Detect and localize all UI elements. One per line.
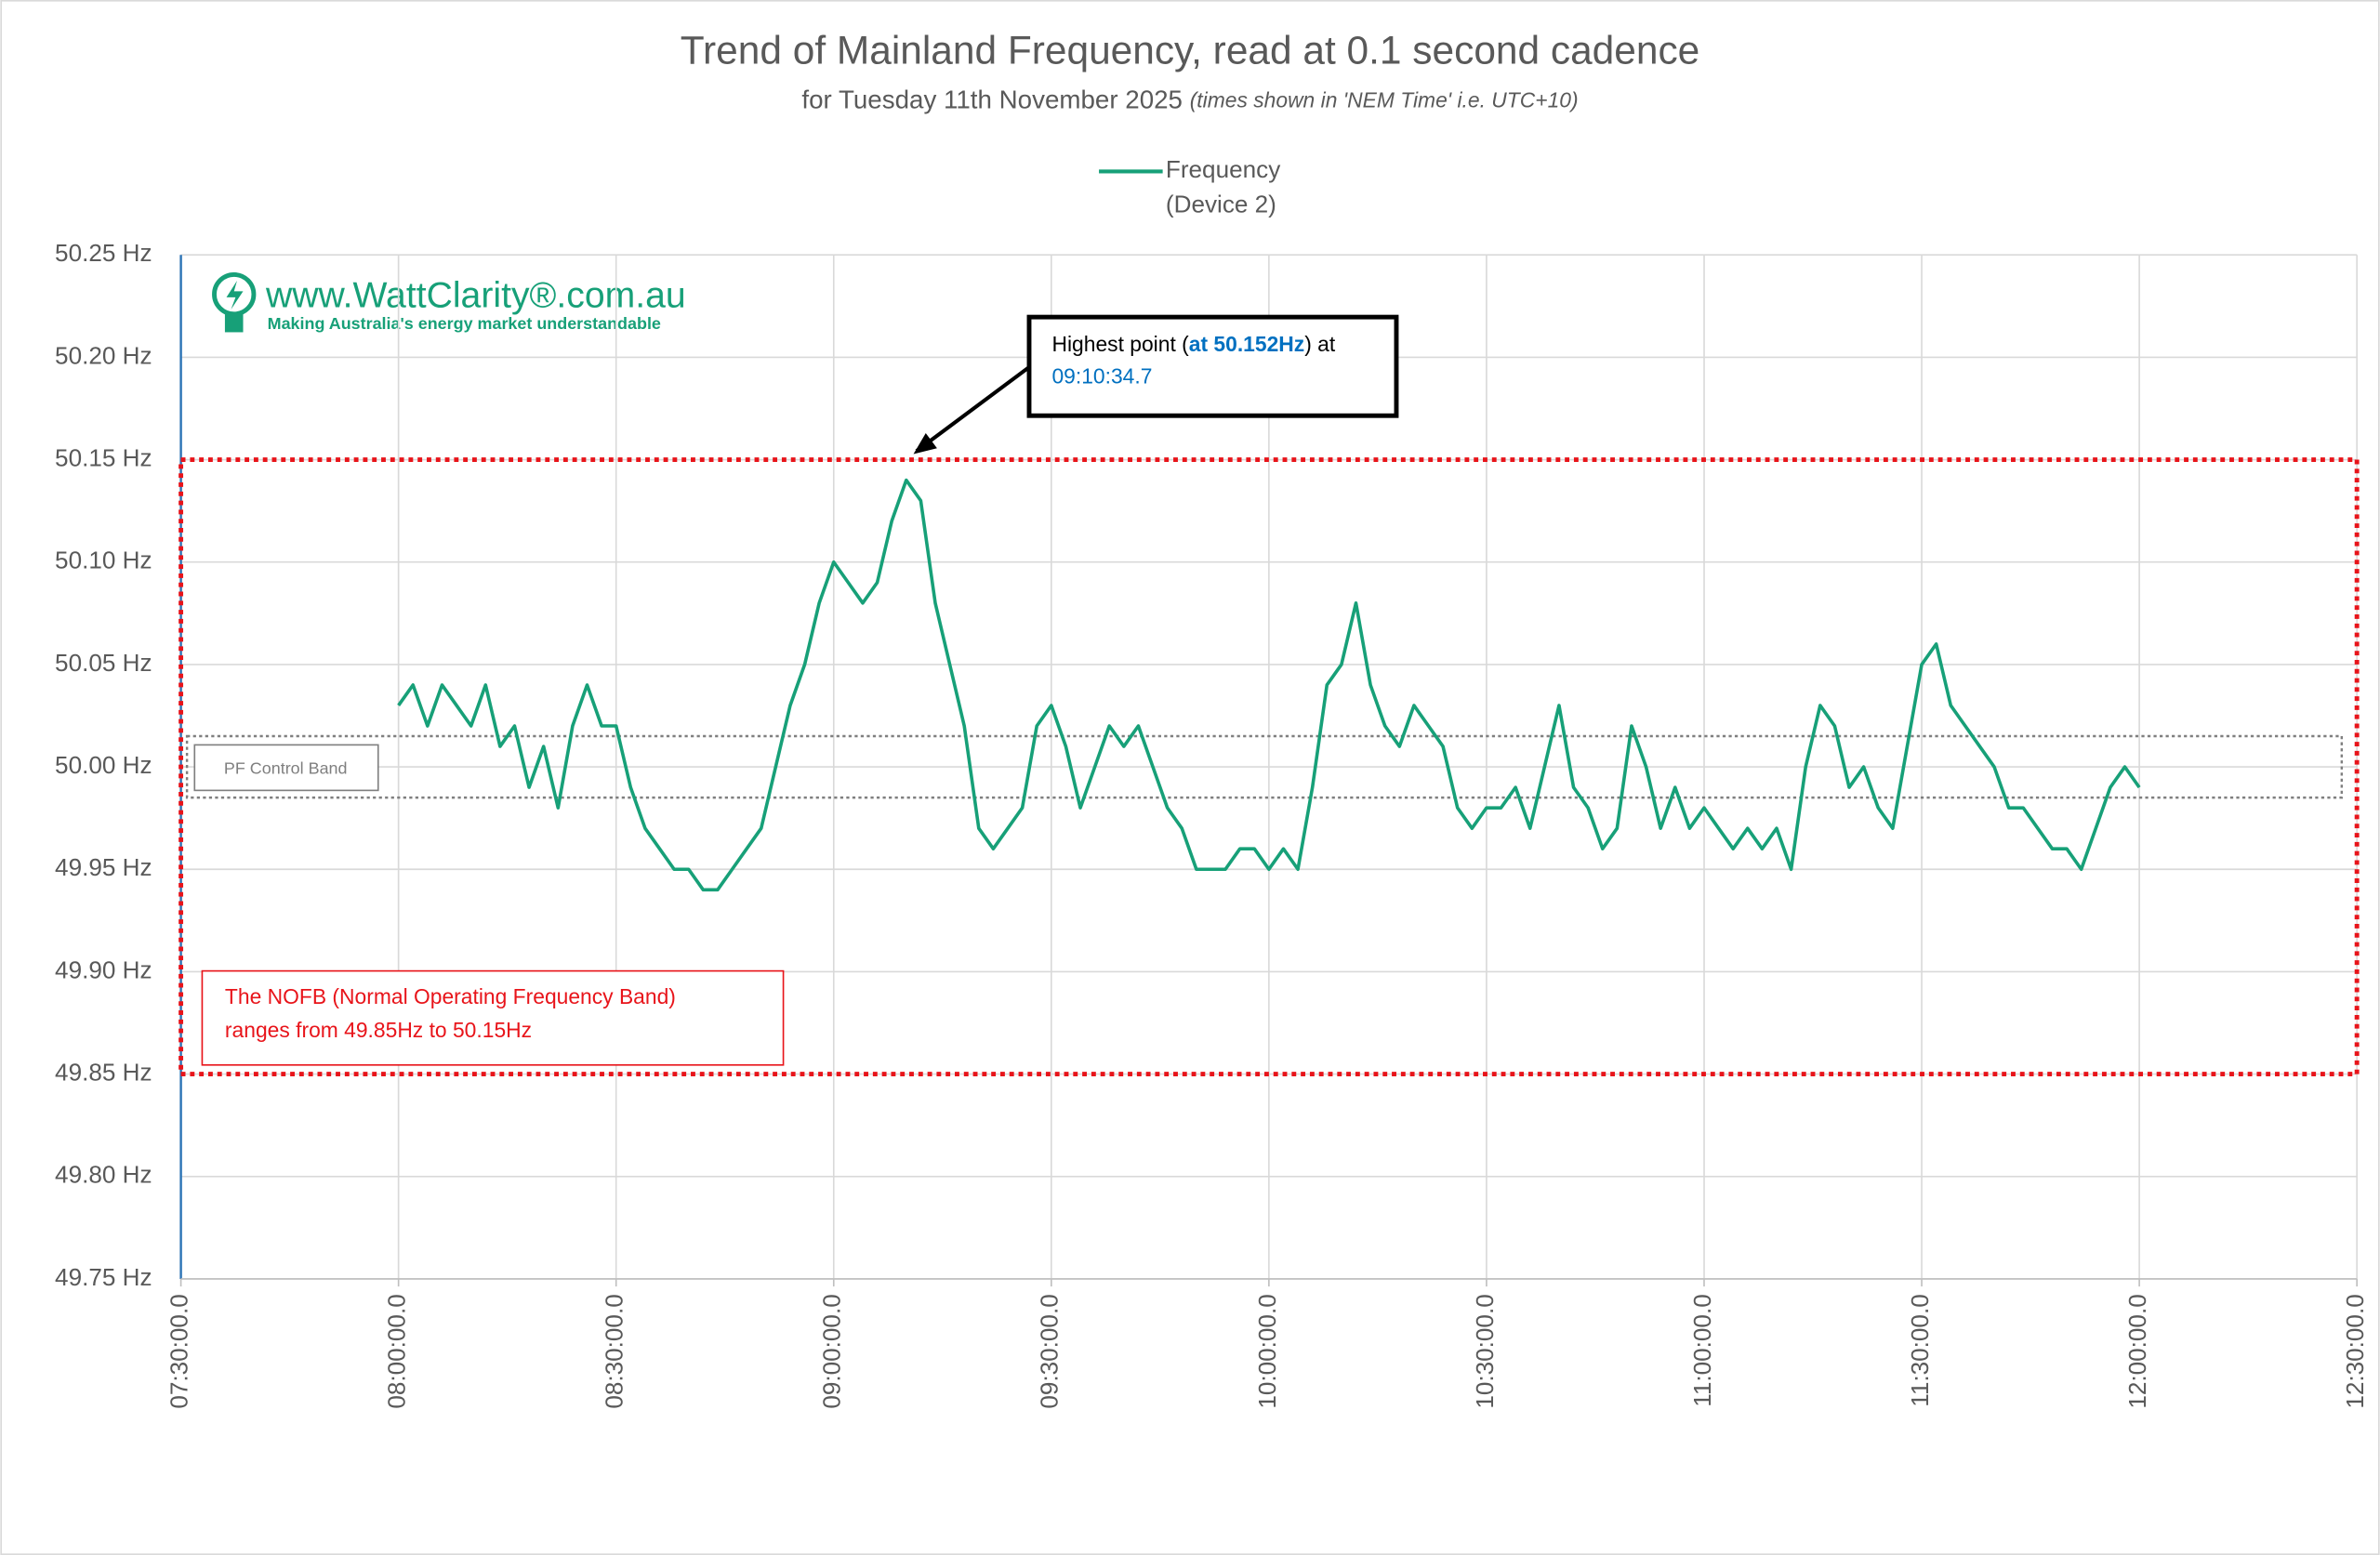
x-tick-label: 08:00:00.0 bbox=[383, 1294, 411, 1408]
logo-base bbox=[224, 313, 244, 333]
x-tick-label: 11:30:00.0 bbox=[1906, 1294, 1934, 1406]
annotation-arrowhead bbox=[913, 432, 937, 455]
band bbox=[178, 457, 2360, 1077]
x-tick-label: 10:30:00.0 bbox=[1471, 1294, 1499, 1408]
band-label-box bbox=[201, 969, 785, 1066]
x-tick-label: 09:00:00.0 bbox=[818, 1294, 846, 1408]
band bbox=[185, 734, 2344, 799]
y-tick-label: 50.00 Hz bbox=[55, 751, 152, 779]
annotation-arrow bbox=[915, 365, 1031, 453]
y-tick-label: 50.15 Hz bbox=[55, 443, 152, 471]
logo: www.WattClarity®.com.au Making Australia… bbox=[212, 271, 686, 333]
annotation-time: 09:10:34.7 bbox=[1051, 363, 1152, 388]
x-tick-label: 12:30:00.0 bbox=[2341, 1294, 2369, 1408]
y-tick-label: 49.80 Hz bbox=[55, 1161, 152, 1189]
band-label: PF Control Band bbox=[193, 744, 379, 792]
y-tick-label: 49.90 Hz bbox=[55, 955, 152, 983]
subtitle-note: (times shown in 'NEM Time' i.e. UTC+10) bbox=[1190, 87, 1579, 112]
annotation-value: at 50.152Hz bbox=[1189, 332, 1304, 356]
annotation-text: ) at bbox=[1304, 332, 1336, 356]
y-tick-label: 50.20 Hz bbox=[55, 341, 152, 369]
x-tick-label: 07:30:00.0 bbox=[165, 1294, 192, 1408]
y-tick-label: 49.95 Hz bbox=[55, 853, 152, 881]
band-label-text: ranges from 49.85Hz to 50.15Hz bbox=[225, 1018, 532, 1042]
y-tick-label: 50.25 Hz bbox=[55, 239, 152, 267]
x-tick-label: 11:00:00.0 bbox=[1688, 1294, 1716, 1406]
logo-tagline: Making Australia's energy market underst… bbox=[268, 314, 661, 333]
logo-bolt bbox=[226, 280, 244, 310]
legend-label: Frequency (Device 2) bbox=[1165, 157, 1281, 219]
chart-title: Trend of Mainland Frequency, read at 0.1… bbox=[681, 28, 1700, 72]
annotation-box bbox=[1026, 314, 1399, 418]
y-tick-label: 50.05 Hz bbox=[55, 649, 152, 677]
band-label-box bbox=[193, 744, 379, 792]
x-tick-label: 09:30:00.0 bbox=[1036, 1294, 1064, 1408]
y-tick-label: 49.85 Hz bbox=[55, 1058, 152, 1086]
data-line bbox=[397, 478, 2141, 892]
y-tick-label: 49.75 Hz bbox=[55, 1263, 152, 1291]
legend-entry: Frequency (Device 2) bbox=[1165, 157, 1281, 219]
logo-site: www.WattClarity®.com.au bbox=[265, 275, 686, 315]
chart-subtitle: for Tuesday 11th November 2025 (times sh… bbox=[801, 86, 1578, 114]
subtitle-text: for Tuesday 11th November 2025 bbox=[801, 86, 1183, 114]
band-label-text: The NOFB (Normal Operating Frequency Ban… bbox=[225, 984, 676, 1008]
annotation-text: Highest point ( bbox=[1051, 332, 1189, 356]
x-tick-label: 12:00:00.0 bbox=[2123, 1294, 2151, 1408]
y-tick-label: 50.10 Hz bbox=[55, 547, 152, 574]
band-label: The NOFB (Normal Operating Frequency Ban… bbox=[201, 969, 785, 1066]
band-label-text: PF Control Band bbox=[224, 758, 348, 777]
annotation-line: Highest point (at 50.152Hz) at bbox=[1051, 332, 1335, 356]
x-tick-label: 10:00:00.0 bbox=[1253, 1294, 1281, 1408]
annotation: Highest point (at 50.152Hz) at 09:10:34.7 bbox=[913, 314, 1399, 455]
x-tick-label: 08:30:00.0 bbox=[601, 1294, 628, 1408]
